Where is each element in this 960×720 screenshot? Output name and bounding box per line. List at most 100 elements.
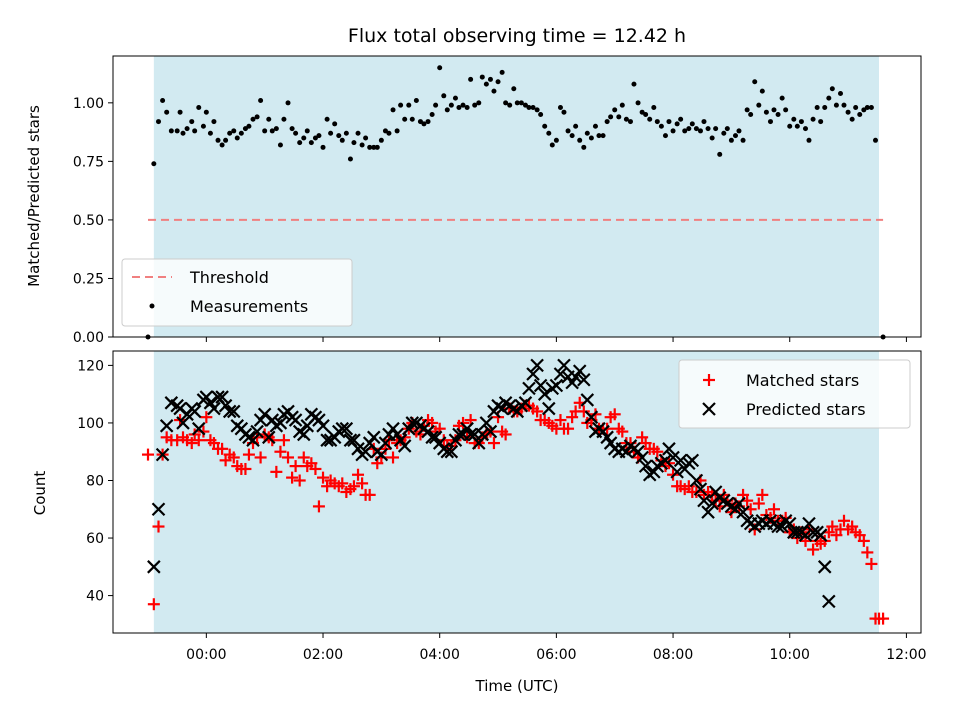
matched-star-point [807, 543, 820, 556]
matched-star-point [499, 428, 512, 441]
matched-star-point [227, 451, 240, 464]
measurement-point [320, 144, 326, 150]
predicted-star-point [261, 430, 276, 445]
measurement-point [156, 119, 162, 125]
predicted-star-point [351, 442, 365, 456]
measurement-point [635, 100, 641, 106]
measurement-point [503, 100, 509, 106]
predicted-star-point [685, 453, 700, 468]
measurement-point [561, 109, 567, 115]
measurement-point [336, 133, 342, 139]
measurement-point [406, 102, 412, 108]
predicted-star-point [596, 424, 610, 439]
predicted-star-point [393, 433, 408, 447]
measurement-point [822, 105, 828, 111]
predicted-star-point [530, 358, 544, 373]
predicted-star-point [257, 407, 272, 422]
measurement-point [332, 121, 338, 127]
measurement-point [160, 97, 166, 103]
predicted-star-point [155, 447, 170, 462]
measurement-point [413, 97, 419, 103]
legend-predicted-label: Predicted stars [746, 400, 866, 419]
predicted-star-point [568, 370, 583, 384]
measurement-point [709, 135, 715, 141]
measurement-point [164, 109, 170, 115]
measurement-point [658, 123, 664, 129]
matched-star-point [562, 422, 575, 435]
matched-star-point [616, 425, 629, 438]
matched-star-point [577, 405, 590, 418]
measurement-point [775, 112, 781, 118]
predicted-star-point [218, 398, 233, 413]
measurement-point [604, 119, 610, 125]
measurement-point [779, 95, 785, 101]
measurement-point [487, 76, 493, 82]
matched-star-point [185, 437, 198, 450]
predicted-star-point [572, 364, 587, 378]
measurement-point [223, 137, 229, 143]
measurement-point [627, 119, 633, 125]
legend-predicted-swatch [702, 402, 716, 416]
matched-star-point [651, 445, 664, 458]
measurement-point [818, 119, 824, 125]
measurement-point [829, 86, 835, 92]
measurement-point [456, 105, 462, 111]
measurement-point [437, 65, 443, 71]
measurement-point [511, 86, 517, 92]
matched-star-point [756, 488, 769, 501]
measurement-point [277, 142, 283, 148]
predicted-star-point [705, 496, 719, 511]
predicted-star-point [732, 496, 746, 511]
measurement-point [297, 140, 303, 146]
measurement-point [639, 109, 645, 115]
measurement-point [328, 130, 334, 136]
predicted-star-point [405, 416, 420, 430]
measurement-point [721, 130, 727, 136]
matched-star-point [270, 465, 283, 478]
matched-star-point [312, 500, 325, 513]
predicted-star-point [187, 404, 202, 419]
measurement-point [833, 102, 839, 108]
measurement-point [868, 105, 874, 111]
matched-star-point [347, 480, 360, 493]
matched-star-point [336, 477, 349, 490]
measurement-point [258, 97, 264, 103]
measurement-point [479, 74, 485, 80]
predicted-star-point [584, 410, 599, 424]
predicted-star-point [386, 421, 400, 436]
measurement-point [231, 128, 237, 134]
measurement-point [592, 123, 598, 129]
measurement-point [666, 119, 672, 125]
measurement-point [693, 126, 699, 132]
bottom-x-ticks: 00:00 02:00 04:00 06:00 08:00 10:00 12:00 [186, 633, 927, 663]
predicted-star-point [215, 390, 229, 404]
predicted-star-point [771, 519, 785, 534]
measurement-point [810, 116, 816, 122]
measurement-point [168, 128, 174, 134]
measurement-point [763, 109, 769, 115]
legend-matched-label: Matched stars [746, 371, 859, 390]
predicted-star-point [697, 493, 711, 508]
top-y-tick-label: 0.75 [73, 154, 104, 170]
measurement-point [701, 119, 707, 125]
measurement-point [200, 123, 206, 129]
measurement-point [189, 119, 195, 125]
top-plot-frame [112, 55, 922, 338]
predicted-star-point [339, 421, 354, 436]
measurement-point [394, 128, 400, 134]
measurement-point [623, 116, 629, 122]
predicted-star-point [658, 453, 673, 468]
predicted-star-point [246, 433, 260, 447]
measurement-point [826, 95, 832, 101]
predicted-star-point [813, 528, 828, 542]
measurement-point [452, 95, 458, 101]
measurement-point [857, 112, 863, 118]
measurement-point [177, 109, 183, 115]
measurement-point [705, 126, 711, 132]
measurement-point [794, 123, 800, 129]
measurement-point [262, 128, 268, 134]
measurement-point [421, 121, 427, 127]
legend-matched-swatch [703, 374, 715, 386]
bottom-legend: Matched stars Predicted stars [678, 359, 911, 429]
